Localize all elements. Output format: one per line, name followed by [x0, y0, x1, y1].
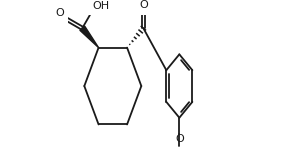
Text: O: O — [56, 8, 64, 18]
Text: O: O — [139, 0, 148, 10]
Polygon shape — [80, 26, 99, 48]
Text: OH: OH — [92, 1, 110, 11]
Text: O: O — [175, 134, 184, 144]
